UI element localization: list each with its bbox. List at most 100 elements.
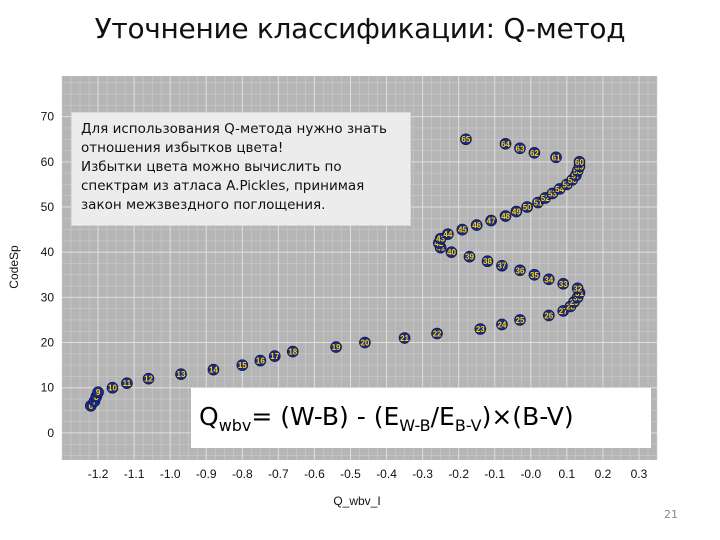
- point-label: 9: [96, 388, 101, 397]
- data-point: 63: [514, 142, 526, 155]
- point-marker: [521, 201, 533, 213]
- data-point: 46: [470, 219, 483, 231]
- data-point: 32: [571, 282, 584, 295]
- data-point: 44: [442, 228, 454, 240]
- formula-q-subscript: wbv: [218, 416, 252, 435]
- point-label: 54: [555, 185, 564, 194]
- point-label: 49: [512, 208, 521, 217]
- data-point: 47: [485, 214, 497, 227]
- point-marker: [571, 282, 584, 295]
- data-point: 14: [207, 363, 220, 376]
- y-tick-label: 30: [41, 290, 55, 304]
- point-label: 33: [559, 280, 568, 289]
- data-point: 16: [254, 354, 267, 367]
- point-marker: [92, 386, 104, 399]
- point-label: 34: [544, 275, 553, 284]
- callout-line: отношения избытков цвета!: [81, 140, 284, 156]
- point-label: 45: [458, 226, 467, 235]
- point-label: 14: [209, 366, 218, 375]
- point-label: 26: [544, 311, 553, 320]
- data-point: 26: [543, 309, 555, 322]
- point-label: 12: [144, 375, 153, 384]
- point-marker: [142, 372, 155, 385]
- point-marker: [543, 309, 555, 322]
- slide-number: 21: [664, 508, 678, 521]
- formula-part1: = (W-B) - (E: [251, 402, 400, 431]
- point-label: 65: [461, 135, 470, 144]
- point-label: 35: [530, 271, 539, 280]
- point-label: 46: [472, 221, 481, 230]
- point-label: 39: [465, 253, 474, 262]
- y-tick-label: 70: [41, 110, 55, 124]
- y-tick-label: 10: [41, 381, 55, 395]
- data-point: 22: [431, 327, 443, 340]
- point-marker: [543, 273, 555, 286]
- data-point: 33: [557, 278, 570, 290]
- point-marker: [445, 246, 458, 258]
- data-point: 11: [121, 377, 133, 390]
- point-marker: [268, 350, 281, 362]
- point-marker: [557, 278, 570, 290]
- slide-title: Уточнение классификации: Q-метод: [94, 12, 626, 45]
- x-tick-label: -0.8: [232, 467, 253, 481]
- x-tick-label: -0.1: [484, 467, 505, 481]
- point-label: 6: [89, 402, 94, 411]
- point-marker: [474, 323, 487, 335]
- data-point: 13: [175, 368, 187, 380]
- point-label: 24: [497, 320, 506, 329]
- x-tick-label: -0.4: [376, 467, 397, 481]
- point-marker: [510, 205, 523, 218]
- x-tick-label: -0.3: [412, 467, 433, 481]
- x-tick-label: -0.2: [448, 467, 469, 481]
- point-marker: [485, 214, 497, 227]
- point-label: 51: [534, 198, 543, 207]
- point-marker: [514, 142, 526, 155]
- point-label: 27: [559, 307, 568, 316]
- point-marker: [121, 377, 133, 390]
- x-axis-ticks: -1.2 -1.1 -1.0 -0.9 -0.8 -0.7 -0.6 -0.5 -0.4 -0.3…: [88, 467, 648, 481]
- data-point: 21: [398, 332, 411, 344]
- formula-part2: )×(B-V): [481, 402, 574, 431]
- data-point: 62: [528, 147, 541, 159]
- point-label: 38: [483, 257, 492, 266]
- data-point: 18: [286, 345, 299, 358]
- point-label: 20: [360, 339, 369, 348]
- data-point: 40: [445, 246, 458, 258]
- y-tick-label: 0: [47, 426, 54, 440]
- data-point: 19: [330, 341, 342, 353]
- x-tick-label: -0.5: [340, 467, 361, 481]
- y-tick-label: 60: [41, 155, 55, 169]
- x-tick-label: 0.2: [595, 467, 612, 481]
- point-label: 22: [433, 330, 442, 339]
- point-label: 17: [270, 352, 279, 361]
- point-label: 11: [123, 379, 132, 388]
- point-label: 37: [497, 262, 506, 271]
- point-marker: [175, 368, 187, 380]
- point-label: 13: [177, 370, 186, 379]
- data-point: 37: [496, 259, 508, 272]
- point-label: 18: [288, 348, 297, 357]
- point-label: 64: [501, 140, 510, 149]
- callout-line: закон межзвездного поглощения.: [81, 197, 326, 213]
- data-point: 50: [521, 201, 533, 213]
- point-marker: [528, 147, 541, 159]
- data-point: 65: [460, 133, 472, 146]
- point-label: 28: [566, 302, 575, 311]
- point-marker: [359, 336, 371, 349]
- point-marker: [550, 151, 562, 164]
- point-label: 29: [570, 298, 579, 307]
- y-tick-label: 40: [41, 245, 55, 259]
- x-tick-label: -0.0: [520, 467, 541, 481]
- point-label: 52: [541, 194, 550, 203]
- point-marker: [442, 228, 454, 240]
- data-point: 61: [550, 151, 562, 164]
- point-label: 23: [476, 325, 485, 334]
- data-point: 48: [499, 210, 512, 222]
- formula-e1-subscript: W-B: [399, 416, 431, 435]
- point-marker: [499, 210, 512, 222]
- point-label: 21: [400, 334, 409, 343]
- data-point: 60: [573, 156, 586, 168]
- formula-q: Q: [199, 402, 219, 431]
- point-label: 43: [436, 235, 445, 244]
- data-point: 23: [474, 323, 487, 335]
